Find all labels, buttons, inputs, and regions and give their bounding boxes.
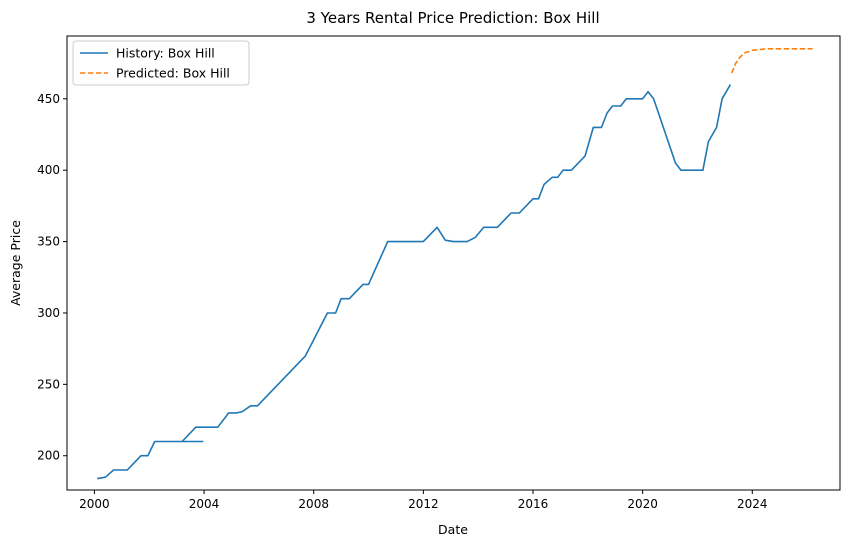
y-tick-label: 400 xyxy=(37,163,60,177)
y-axis: 200 250 300 350 400 450 xyxy=(37,92,67,463)
y-tick-label: 350 xyxy=(37,235,60,249)
x-axis: 2000 2004 2008 2012 2016 2020 2024 xyxy=(79,490,768,511)
x-tick-label: 2000 xyxy=(79,497,110,511)
x-axis-label: Date xyxy=(438,522,468,537)
x-tick-label: 2024 xyxy=(737,497,768,511)
x-tick-label: 2008 xyxy=(298,497,329,511)
series-line-history xyxy=(97,84,732,480)
legend-box xyxy=(72,40,250,86)
y-tick-label: 450 xyxy=(37,92,60,106)
y-axis-label: Average Price xyxy=(8,220,23,306)
legend-label: History: Box Hill xyxy=(116,46,215,61)
y-tick-label: 200 xyxy=(37,449,60,463)
x-tick-label: 2004 xyxy=(189,497,220,511)
x-tick-label: 2012 xyxy=(408,497,439,511)
x-tick-label: 2020 xyxy=(627,497,658,511)
x-tick-label: 2016 xyxy=(518,497,549,511)
legend: History: Box Hill Predicted: Box Hill xyxy=(72,40,250,86)
chart-title: 3 Years Rental Price Prediction: Box Hil… xyxy=(306,9,599,27)
legend-label: Predicted: Box Hill xyxy=(116,66,230,81)
plot-area xyxy=(97,47,813,480)
plot-frame xyxy=(66,35,841,491)
y-tick-label: 300 xyxy=(37,306,60,320)
series-line-predicted xyxy=(730,47,813,74)
y-tick-label: 250 xyxy=(37,377,60,391)
